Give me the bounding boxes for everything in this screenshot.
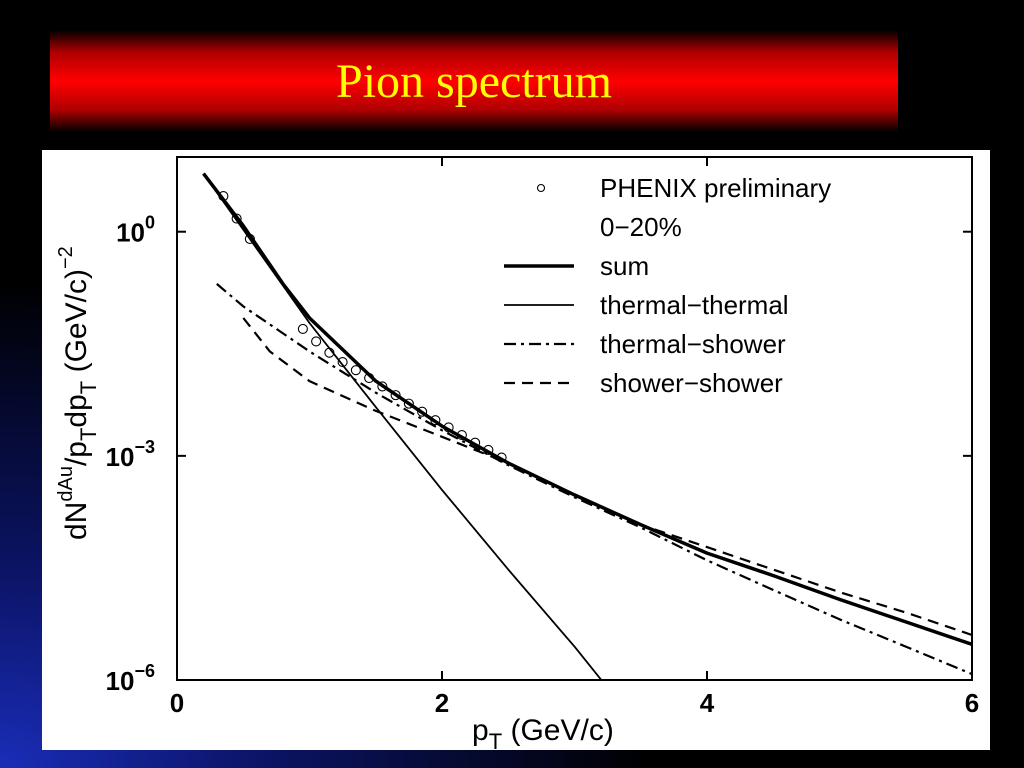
legend-label: shower−shower — [600, 368, 783, 398]
data-point — [231, 213, 242, 224]
legend-item: PHENIX preliminary — [536, 173, 831, 203]
data-point — [403, 398, 414, 409]
y-axis-label-h: −2 — [55, 246, 77, 269]
chart-panel: 0 2 4 6 100 10−3 10−6 PHENIX preliminary 0−20% s… — [42, 150, 990, 754]
x-tick-label: 4 — [700, 688, 715, 718]
legend-label: thermal−shower — [600, 329, 786, 359]
legend: PHENIX preliminary 0−20% sum thermal−therma… — [504, 173, 831, 398]
data-point — [390, 390, 401, 401]
legend-item: thermal−thermal — [504, 290, 789, 320]
data-point — [297, 323, 308, 334]
data-point — [350, 365, 361, 376]
y-tick-label: 100 — [116, 213, 155, 248]
title-bar: Pion spectrum — [50, 30, 898, 132]
series-line-sum — [202, 172, 972, 647]
x-axis-label-main: p — [472, 714, 489, 747]
series-line-thermal-shower — [216, 283, 972, 676]
y-axis-label: dNdAu/pTdpT (GeV/c)−2 — [55, 246, 101, 540]
legend-marker — [536, 183, 546, 193]
legend-label: 0−20% — [600, 212, 682, 242]
x-axis-label: pT (GeV/c) — [472, 714, 614, 750]
y-axis-label-b: dAu — [55, 466, 77, 502]
plot-frame — [176, 156, 973, 681]
data-point — [417, 406, 428, 417]
y-axis-label-f: T — [76, 381, 101, 394]
x-tick-label: 6 — [965, 688, 979, 718]
legend-item: thermal−shower — [504, 329, 786, 359]
pion-spectrum-chart: 0 2 4 6 100 10−3 10−6 PHENIX preliminary 0−20% s… — [55, 156, 979, 754]
x-axis-label-sub: T — [489, 729, 502, 750]
plot-area — [202, 172, 972, 680]
legend-label: thermal−thermal — [600, 290, 789, 320]
series-line-shower-shower — [242, 317, 972, 637]
y-tick-label: 10−3 — [106, 437, 155, 472]
series-phenix-preliminary — [218, 191, 507, 463]
data-point — [337, 357, 348, 368]
axis-ticks: 0 2 4 6 100 10−3 10−6 — [106, 157, 979, 718]
legend-label: sum — [600, 251, 649, 281]
y-tick-label: 10−6 — [106, 661, 155, 696]
legend-item: sum — [504, 251, 649, 281]
legend-label: PHENIX preliminary — [600, 173, 831, 203]
y-axis-label-e: dp — [60, 394, 93, 427]
legend-item: shower−shower — [504, 368, 783, 398]
legend-item: 0−20% — [600, 212, 682, 242]
x-tick-label: 2 — [435, 688, 449, 718]
x-tick-label: 0 — [170, 688, 184, 718]
x-axis-label-rest: (GeV/c) — [502, 714, 614, 747]
data-point — [311, 336, 322, 347]
slide-title: Pion spectrum — [336, 54, 612, 108]
y-axis-label-a: dN — [60, 502, 93, 540]
series-line-thermal-thermal — [202, 173, 648, 680]
y-axis-label-d: T — [76, 428, 101, 441]
y-axis-label-c: /p — [60, 441, 93, 466]
data-point — [377, 381, 388, 392]
y-axis-label-g: (GeV/c) — [60, 269, 93, 381]
